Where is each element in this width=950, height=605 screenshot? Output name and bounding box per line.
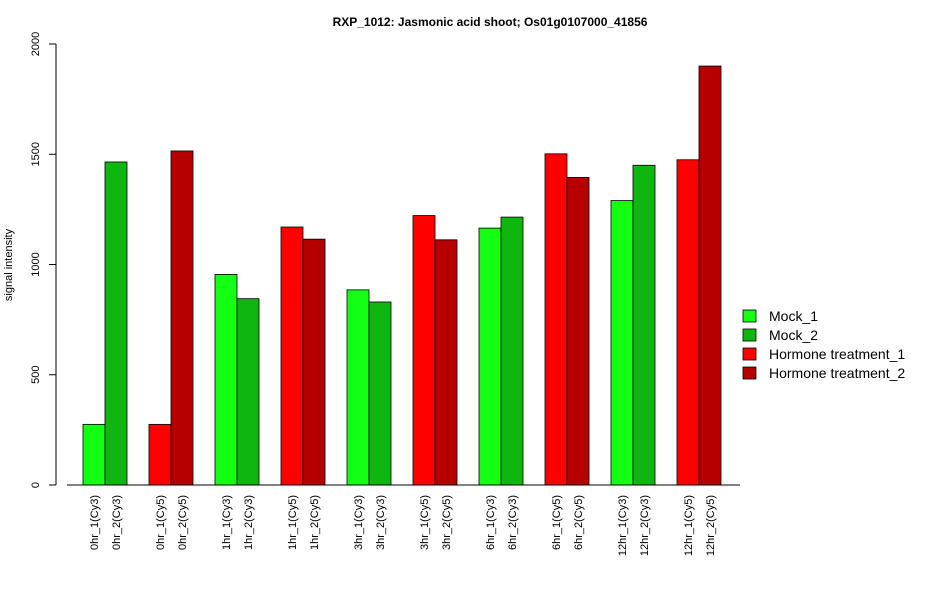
x-tick-label: 6hr_1(Cy3) (485, 495, 497, 550)
y-tick-label: 2000 (30, 32, 42, 56)
x-tick-label: 3hr_1(Cy5) (419, 495, 431, 550)
x-tick-label: 3hr_2(Cy3) (375, 495, 387, 550)
x-axis: 0hr_1(Cy3) 0hr_2(Cy3) 0hr_1(Cy5) 0hr_2(Cy5)… (67, 484, 740, 556)
legend-swatch (742, 347, 757, 361)
x-tick-label: 12hr_2(Cy5) (705, 495, 717, 556)
bars (82, 65, 722, 486)
x-tick-label: 6hr_2(Cy3) (507, 495, 519, 550)
x-tick-label: 12hr_1(Cy5) (683, 495, 695, 556)
y-tick-label: 0 (30, 482, 42, 488)
bar (82, 423, 106, 486)
bar (170, 150, 194, 486)
bar (434, 239, 458, 486)
bar (544, 153, 568, 486)
x-tick-label: 6hr_1(Cy5) (551, 495, 563, 550)
bar (368, 301, 392, 486)
bar (412, 215, 436, 486)
x-tick-label: 1hr_1(Cy3) (221, 495, 233, 550)
bar (280, 226, 304, 486)
bar (632, 164, 656, 486)
legend-swatch (742, 328, 757, 342)
x-tick-label: 6hr_2(Cy5) (573, 495, 585, 550)
bar (610, 200, 634, 486)
y-tick-label: 1000 (30, 252, 42, 276)
legend-label: Mock_2 (769, 327, 818, 343)
bar (236, 298, 260, 486)
bar (104, 161, 128, 486)
bar (698, 65, 722, 486)
bar (566, 177, 590, 486)
x-tick-label: 1hr_1(Cy5) (287, 495, 299, 550)
y-tick-label: 500 (30, 366, 42, 384)
y-axis: 0 500 1000 1500 2000 (30, 32, 57, 488)
x-tick-label: 1hr_2(Cy3) (243, 495, 255, 550)
legend-swatch (742, 309, 757, 323)
legend: Mock_1 Mock_2 Hormone treatment_1 Hormone t… (742, 308, 905, 381)
x-tick-label: 1hr_2(Cy5) (309, 495, 321, 550)
legend-swatch (742, 366, 757, 380)
x-tick-label: 3hr_2(Cy5) (441, 495, 453, 550)
y-axis-label: signal intensity (3, 228, 15, 301)
x-tick-label: 0hr_2(Cy3) (111, 495, 123, 550)
chart-title: RXP_1012: Jasmonic acid shoot; Os01g0107… (333, 15, 648, 29)
x-tick-label: 12hr_2(Cy3) (639, 495, 651, 556)
bar (500, 216, 524, 486)
legend-label: Mock_1 (769, 308, 818, 324)
x-tick-label: 0hr_1(Cy3) (89, 495, 101, 550)
bar (346, 289, 370, 486)
x-tick-label: 3hr_1(Cy3) (353, 495, 365, 550)
bar (478, 227, 502, 486)
legend-label: Hormone treatment_2 (769, 365, 905, 381)
x-tick-label: 0hr_1(Cy5) (155, 495, 167, 550)
bar (676, 159, 700, 486)
x-tick-label: 0hr_2(Cy5) (177, 495, 189, 550)
bar (148, 423, 172, 486)
x-tick-label: 12hr_1(Cy3) (617, 495, 629, 556)
y-tick-label: 1500 (30, 142, 42, 166)
bar (214, 274, 238, 486)
bar (302, 238, 326, 486)
legend-label: Hormone treatment_1 (769, 346, 905, 362)
